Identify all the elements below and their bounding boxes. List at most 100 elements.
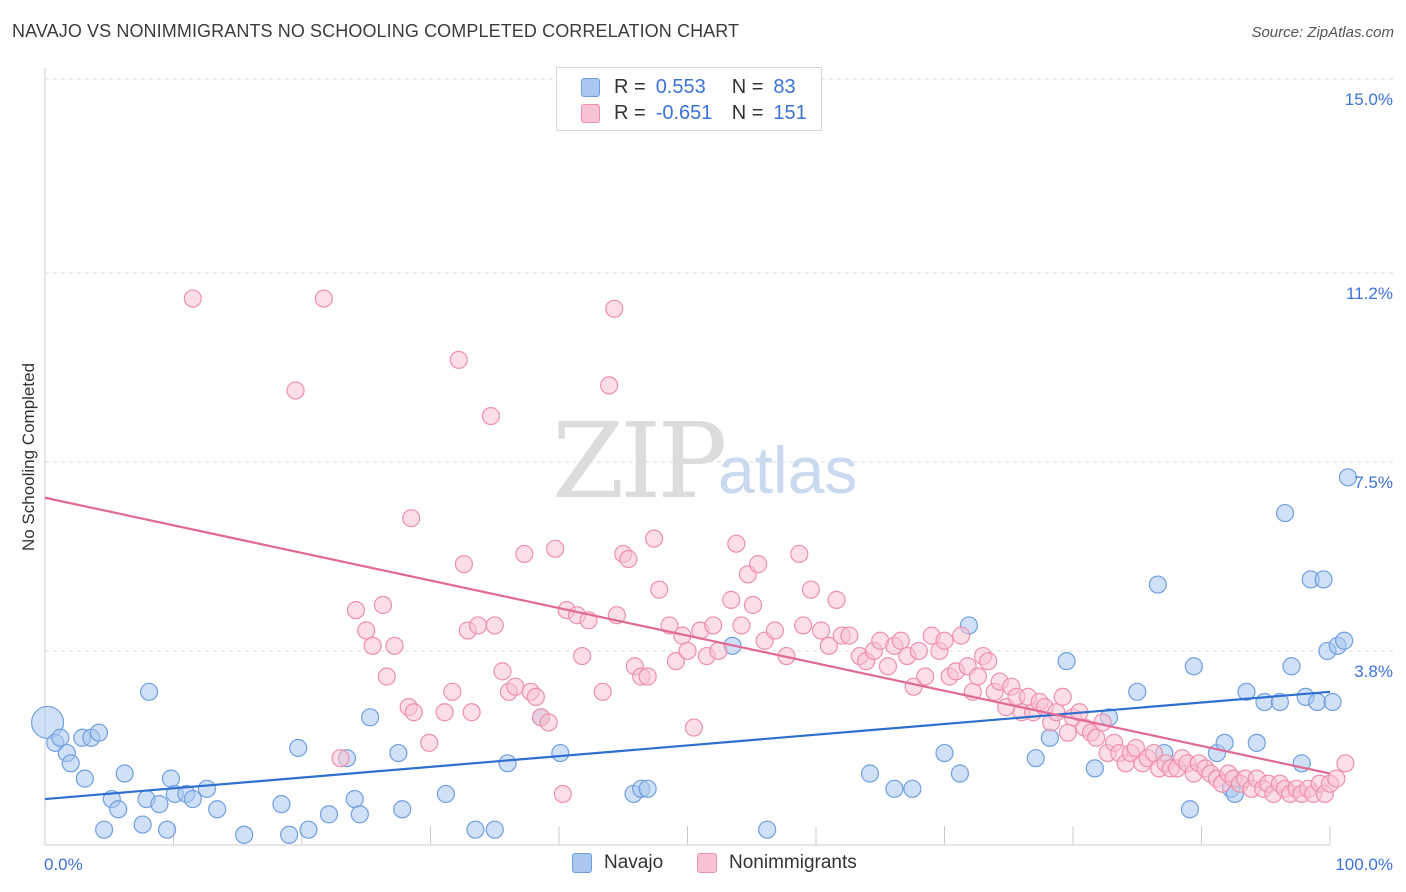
r-label: R = — [614, 101, 646, 124]
navajo-point — [1040, 728, 1059, 747]
navajo-point — [235, 825, 254, 844]
navajo-point — [638, 779, 657, 798]
navajo-point — [860, 764, 880, 783]
legend-nonimmigrants-label: Nonimmigrants — [729, 852, 857, 873]
nonimmigrants-point — [878, 657, 898, 676]
nonimmigrants-trend-line — [44, 496, 1331, 775]
navajo-point — [1314, 570, 1333, 589]
legend-navajo[interactable]: Navajo — [572, 852, 663, 874]
nonimmigrants-point — [506, 677, 525, 696]
navajo-point — [885, 779, 904, 798]
navajo-trend-line — [44, 690, 1331, 801]
y-tick-label: 11.2% — [1346, 284, 1393, 303]
nonimmigrants-point — [916, 667, 935, 686]
x-tick-label: 0.0% — [44, 855, 83, 874]
navajo-point — [208, 800, 227, 819]
nonimmigrants-point — [454, 555, 474, 574]
nonimmigrants-point — [539, 713, 558, 732]
nonimmigrants-point — [722, 590, 741, 609]
navajo-point — [903, 779, 922, 798]
nonimmigrants-point — [605, 299, 624, 318]
nonimmigrants-point — [968, 667, 988, 686]
legend-row-navajo: R = 0.553 N = 83 — [581, 74, 796, 100]
nonimmigrants-point — [357, 621, 376, 640]
nonimmigrants-point — [546, 539, 565, 558]
navajo-point — [1180, 800, 1200, 819]
nonimmigrants-point — [765, 621, 784, 640]
nonimmigrants-point — [526, 687, 545, 707]
nonimmigrants-point — [840, 626, 859, 645]
nonimmigrants-point — [593, 682, 612, 701]
r-value: -0.651 — [655, 101, 713, 124]
navajo-point — [109, 800, 128, 819]
navajo-point — [1335, 631, 1354, 650]
navajo-point — [139, 682, 159, 701]
nonimmigrants-point — [600, 376, 619, 395]
nonimmigrants-point — [420, 733, 439, 752]
y-axis-label: No Schooling Completed — [19, 363, 38, 551]
navajo-point — [758, 820, 777, 839]
navajo-point — [1270, 692, 1289, 712]
nonimmigrants-point — [794, 616, 813, 635]
nonimmigrants-point — [812, 621, 831, 640]
navajo-point — [1026, 749, 1045, 768]
navajo-point — [150, 795, 169, 814]
nonimmigrants-point — [1053, 687, 1072, 707]
navajo-point — [1282, 657, 1301, 676]
navajo-point — [1237, 682, 1256, 701]
nonimmigrants-point — [346, 600, 366, 620]
nonimmigrants-point — [485, 616, 504, 635]
n-value: 83 — [773, 75, 796, 98]
source-label: Source: ZipAtlas.com — [1251, 24, 1394, 41]
navajo-point — [1323, 692, 1342, 712]
navajo-point — [345, 789, 364, 809]
chart-title: NAVAJO VS NONIMMIGRANTS NO SCHOOLING COM… — [12, 21, 740, 41]
nonimmigrants-point — [1336, 754, 1355, 773]
y-tick-label: 15.0% — [1345, 90, 1393, 109]
legend-nonimmigrants[interactable]: Nonimmigrants — [697, 852, 857, 874]
navajo-point — [51, 728, 70, 747]
navajo-point — [289, 738, 308, 758]
navajo-point — [61, 754, 80, 773]
nonimmigrants-point — [481, 406, 500, 426]
nonimmigrants-point — [952, 626, 971, 645]
nonimmigrants-point — [666, 652, 686, 671]
navajo-point — [935, 743, 954, 763]
navajo-points — [30, 468, 1358, 844]
y-tick-label: 3.8% — [1354, 662, 1393, 681]
navajo-point — [75, 769, 94, 788]
legend-navajo-label: Navajo — [604, 852, 664, 873]
nonimmigrants-point — [1327, 769, 1346, 788]
axis-labels: 3.8% 7.5% 11.2% 15.0% 0.0% 100.0% No Schooling… — [19, 90, 1393, 874]
nonimmigrants-point — [377, 667, 396, 686]
nonimmigrants-point — [935, 631, 954, 650]
nonimmigrants-point — [819, 636, 838, 655]
nonimmigrants-point — [404, 703, 423, 722]
nonimmigrants-point — [314, 289, 333, 308]
nonimmigrants-point — [619, 549, 638, 569]
nonimmigrants-point — [553, 784, 572, 804]
nonimmigrants-point — [1047, 703, 1066, 722]
nonimmigrants-points — [183, 289, 1355, 804]
watermark-zip: ZIP — [552, 400, 727, 522]
n-value: 151 — [773, 101, 807, 124]
navajo-point — [1057, 652, 1076, 671]
navajo-point — [89, 723, 109, 742]
nonimmigrants-point — [650, 580, 669, 599]
nonimmigrants-point — [573, 646, 592, 666]
nonimmigrants-point — [638, 667, 657, 686]
nonimmigrants-swatch — [581, 103, 600, 123]
navajo-point — [950, 764, 970, 783]
nonimmigrants-point — [462, 703, 481, 722]
nonimmigrants-point — [435, 703, 454, 722]
navajo-point — [436, 784, 456, 804]
n-label: N = — [731, 101, 764, 124]
nonimmigrants-point — [183, 289, 202, 308]
navajo-point — [133, 815, 152, 834]
nonimmigrants-point — [449, 350, 468, 369]
nonimmigrants-point — [373, 595, 393, 615]
navajo-point — [183, 789, 202, 809]
navajo-point — [115, 764, 134, 783]
navajo-point — [280, 825, 299, 844]
